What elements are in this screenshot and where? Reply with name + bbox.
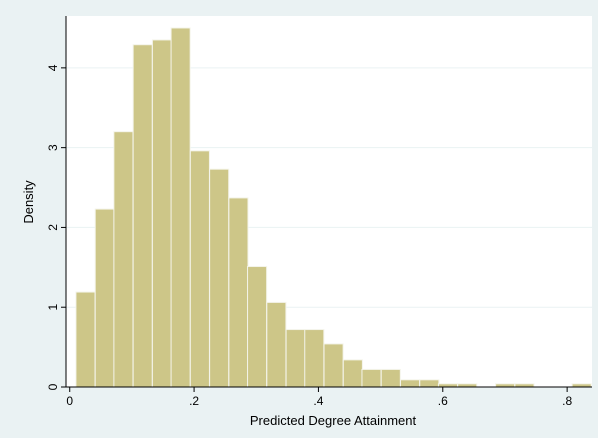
histogram-bar [151, 39, 173, 388]
histogram-bar [400, 379, 421, 388]
histogram-bar [285, 329, 306, 388]
x-tick-label: .8 [562, 394, 572, 408]
histogram-bar [323, 343, 344, 388]
histogram-bar [75, 291, 96, 388]
histogram-bar [170, 27, 191, 388]
histogram-bar [132, 44, 153, 388]
x-tick-label: .6 [438, 394, 448, 408]
histogram-bar [209, 168, 230, 388]
histogram-bar [380, 368, 401, 388]
histogram-bar [113, 131, 134, 388]
y-axis-title: Density [21, 180, 36, 224]
x-axis-title: Predicted Degree Attainment [250, 413, 417, 428]
histogram-bar [266, 301, 287, 388]
y-tick-label: 1 [46, 304, 60, 311]
y-tick-label: 0 [46, 383, 60, 390]
histogram-bar [247, 266, 268, 388]
histogram-bar [304, 329, 325, 388]
histogram-bar [189, 150, 210, 388]
axes: 0 1 2 3 4 0 .2 .4 .6 .8 [46, 16, 592, 408]
histogram-bar [94, 208, 115, 388]
bars [75, 27, 592, 388]
y-tick-label: 2 [46, 224, 60, 231]
y-tick-label: 4 [46, 64, 60, 71]
x-tick-label: 0 [66, 394, 73, 408]
x-tick-label: .4 [313, 394, 323, 408]
histogram-bar [228, 197, 249, 388]
histogram-bar [361, 368, 382, 388]
y-tick-label: 3 [46, 144, 60, 151]
histogram-bar [342, 359, 363, 388]
histogram-bar [419, 379, 440, 388]
x-tick-label: .2 [189, 394, 199, 408]
